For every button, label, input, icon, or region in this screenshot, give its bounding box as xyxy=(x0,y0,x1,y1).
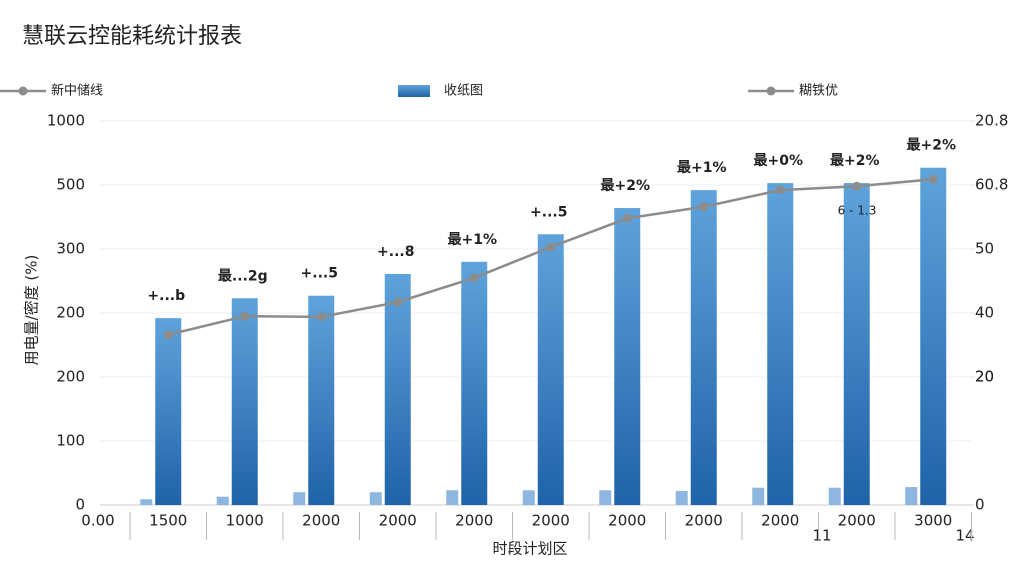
bar xyxy=(752,487,765,505)
bar xyxy=(522,490,535,505)
y-tick-label: 200 xyxy=(56,368,85,386)
bar xyxy=(231,298,258,505)
y2-tick-label: 20 xyxy=(975,368,994,386)
bar-label: +...8 xyxy=(377,244,414,260)
bar xyxy=(675,490,688,505)
line-point xyxy=(928,174,938,184)
line-point xyxy=(393,297,403,307)
bar xyxy=(537,234,564,505)
legend-label: 糊铁优 xyxy=(799,83,838,99)
bar xyxy=(905,487,918,505)
line-point xyxy=(240,311,250,321)
bar xyxy=(155,318,182,505)
bar xyxy=(920,167,947,505)
line-point xyxy=(546,242,556,252)
x-tick-label: 2000 xyxy=(761,512,799,530)
y-tick-label: 100 xyxy=(56,432,85,450)
x-extra-label: 14 xyxy=(955,527,974,545)
x-tick-label: 2000 xyxy=(608,512,646,530)
y2-tick-label: 0 xyxy=(975,496,985,514)
bar xyxy=(384,273,411,505)
y-axis-title: 用电量/密度 (%) xyxy=(23,255,41,366)
bar-label: 最+2% xyxy=(601,177,651,194)
x-axis-title: 时段计划区 xyxy=(492,540,567,558)
bar xyxy=(140,499,153,505)
bar xyxy=(216,496,229,505)
note-label: 6 - 1.3 xyxy=(838,204,877,218)
legend-label: 收纸图 xyxy=(444,84,483,99)
bar-label: 最+2% xyxy=(907,137,957,154)
line-point xyxy=(775,185,785,195)
bar xyxy=(828,487,841,505)
legend-swatch xyxy=(398,85,430,97)
line-point xyxy=(622,213,632,223)
bar xyxy=(690,190,717,505)
bar xyxy=(614,208,641,506)
x-tick-label: 2000 xyxy=(455,512,493,530)
bar-label: 最+0% xyxy=(754,152,804,169)
y2-tick-label: 20.8 xyxy=(975,112,1008,130)
x-extra-label: 11 xyxy=(812,527,831,545)
legend-swatch xyxy=(18,86,28,96)
y2-tick-label: 60.8 xyxy=(975,176,1008,194)
line-point xyxy=(316,312,326,322)
bar xyxy=(461,261,488,505)
x-tick-label: 2000 xyxy=(838,512,876,530)
y2-tick-label: 50 xyxy=(975,240,994,258)
x-tick-label: 2000 xyxy=(302,512,340,530)
line-point xyxy=(699,202,709,212)
line-point xyxy=(163,330,173,340)
bar-label: 最...2g xyxy=(218,267,268,284)
legend-swatch xyxy=(766,86,776,96)
y-tick-label: 200 xyxy=(56,304,85,322)
bar-label: 最+2% xyxy=(830,152,880,169)
bar xyxy=(767,183,794,505)
x-origin-label: 0.00 xyxy=(81,512,114,530)
y-tick-label: 1000 xyxy=(47,112,85,130)
x-tick-label: 2000 xyxy=(685,512,723,530)
bar-label: +...5 xyxy=(301,266,338,282)
y2-tick-label: 40 xyxy=(975,304,994,322)
y-tick-label: 300 xyxy=(56,240,85,258)
bar xyxy=(369,492,382,505)
y-tick-label: 500 xyxy=(56,176,85,194)
bar-label: 最+1% xyxy=(677,159,727,176)
x-tick-label: 2000 xyxy=(532,512,570,530)
bar xyxy=(293,492,306,505)
bar xyxy=(308,295,335,505)
bar-label: +...b xyxy=(147,288,185,304)
bar xyxy=(843,183,870,505)
line-point xyxy=(852,181,862,191)
bar xyxy=(446,490,459,505)
x-tick-label: 3000 xyxy=(914,512,952,530)
bar-label: 最+1% xyxy=(448,231,498,248)
y-tick-label: 0 xyxy=(75,496,85,514)
bar xyxy=(599,490,612,505)
legend-label: 新中储线 xyxy=(51,83,103,99)
line-point xyxy=(469,273,479,283)
y2-tick-label: 20 xyxy=(975,368,994,386)
x-tick-label: 1500 xyxy=(149,512,187,530)
x-tick-label: 2000 xyxy=(379,512,417,530)
x-tick-label: 1000 xyxy=(226,512,264,530)
bar-label: +...5 xyxy=(530,204,567,220)
chart-title: 慧联云控能耗统计报表 xyxy=(22,24,242,49)
